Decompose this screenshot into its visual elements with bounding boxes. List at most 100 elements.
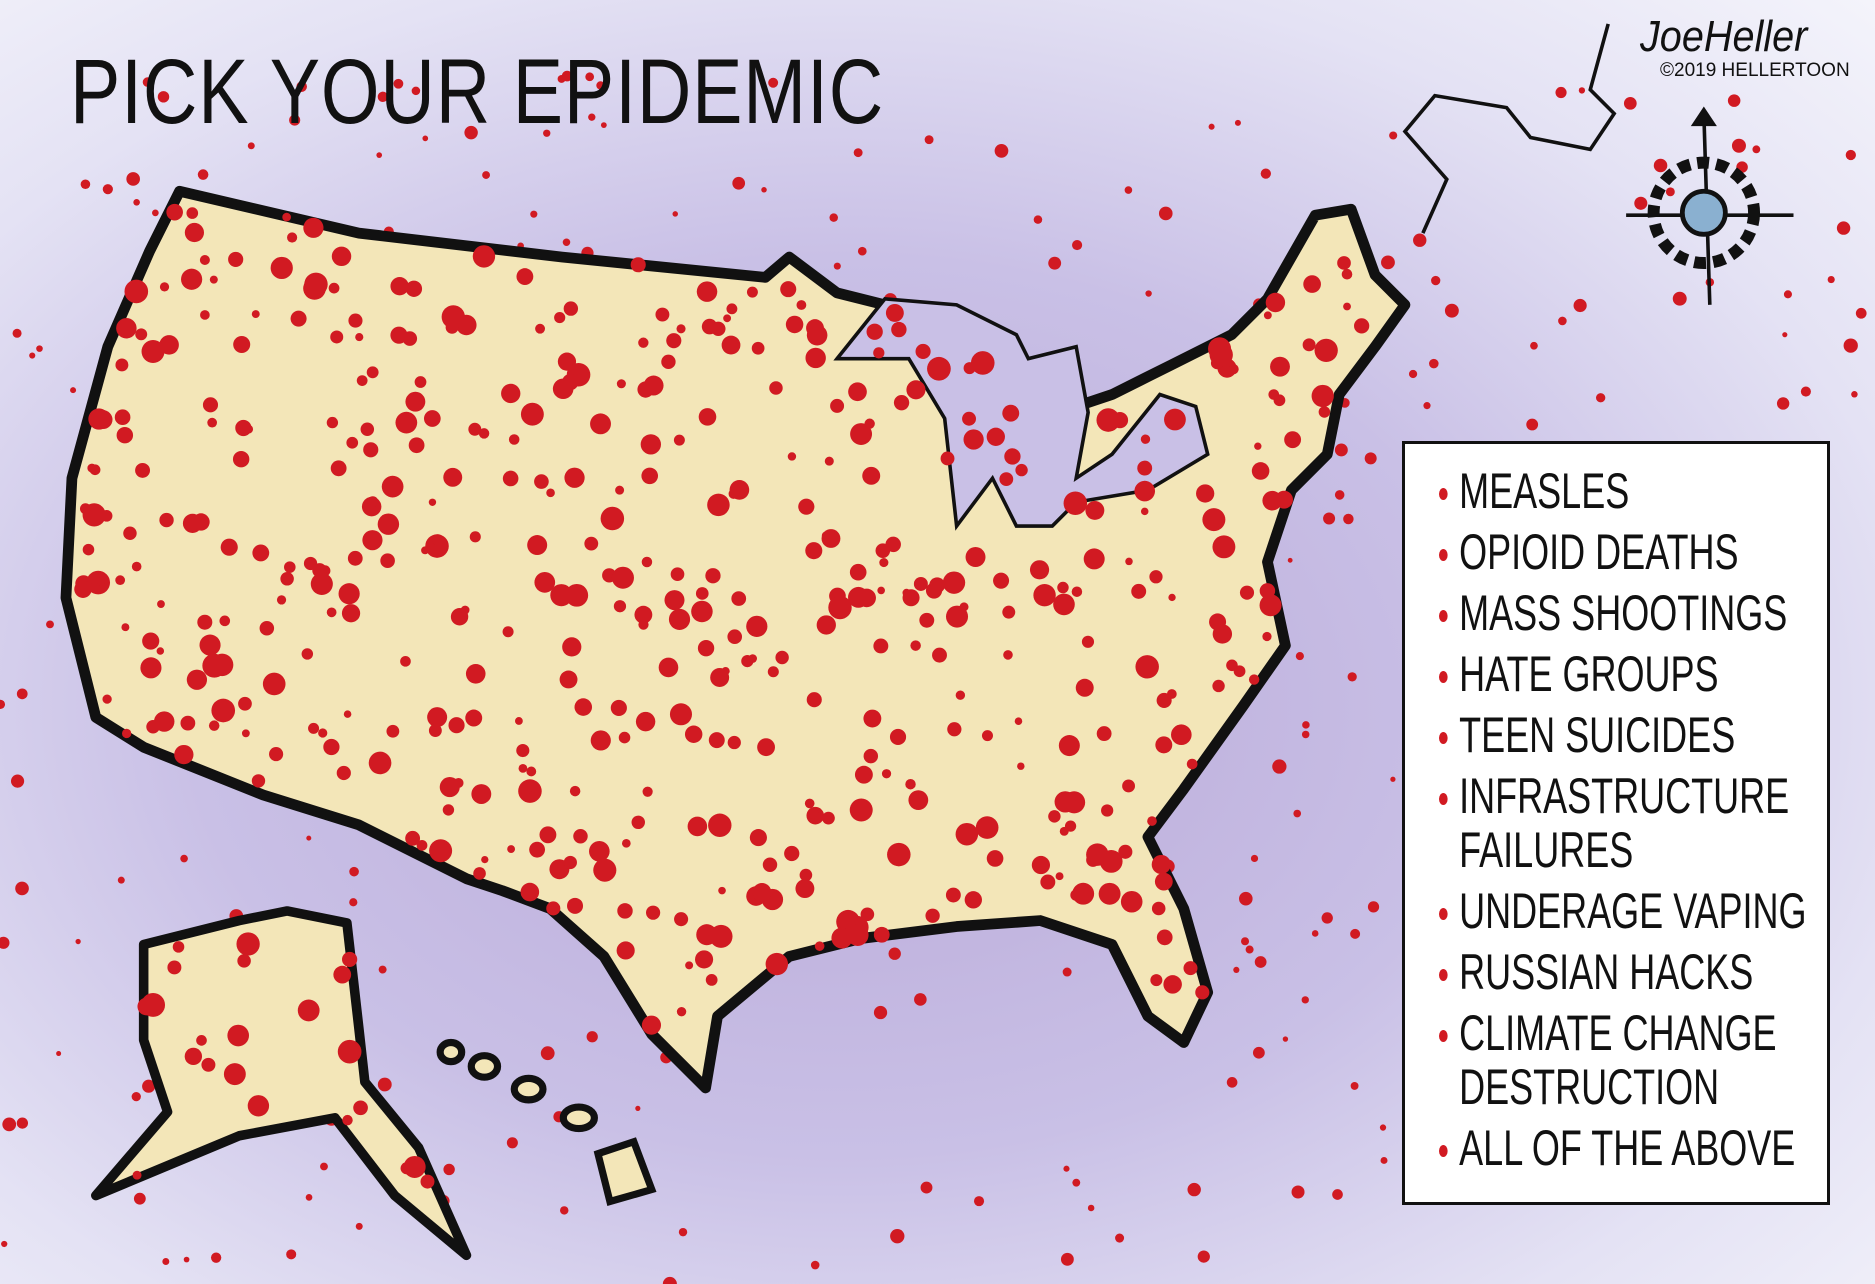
red-dot: [1731, 138, 1746, 153]
red-dot: [441, 305, 465, 329]
red-dot: [70, 387, 77, 394]
red-dot: [368, 751, 392, 775]
red-dot: [199, 254, 210, 266]
red-dot: [559, 670, 578, 689]
red-dot: [520, 402, 544, 426]
red-dot: [1004, 448, 1021, 465]
red-dot: [142, 77, 153, 87]
red-dot: [687, 816, 708, 837]
red-dot: [209, 275, 218, 284]
red-dot: [121, 623, 130, 632]
red-dot: [863, 709, 882, 728]
red-dot: [16, 1117, 29, 1129]
red-dot: [664, 590, 685, 611]
red-dot: [1212, 679, 1225, 693]
red-dot: [707, 493, 730, 517]
red-dot: [1155, 736, 1173, 754]
red-dot: [805, 542, 823, 560]
red-dot: [526, 766, 537, 777]
red-dot: [468, 422, 482, 436]
red-dot: [924, 135, 934, 145]
red-dot: [1085, 500, 1105, 520]
legend-item: MEASLES: [1439, 464, 1834, 518]
red-dot: [929, 577, 946, 594]
red-dot: [669, 703, 692, 726]
red-dot: [749, 829, 767, 847]
red-dot: [1233, 665, 1246, 678]
red-dot: [320, 1162, 328, 1171]
red-dot: [286, 1249, 297, 1260]
red-dot: [10, 774, 25, 788]
red-dot: [1350, 928, 1361, 939]
red-dot: [507, 845, 516, 853]
red-dot: [666, 333, 682, 349]
red-dot: [1149, 570, 1163, 584]
red-dot: [211, 698, 236, 723]
red-dot: [963, 429, 984, 450]
red-dot: [518, 763, 528, 773]
red-dot: [152, 209, 159, 217]
red-dot: [1233, 966, 1240, 973]
red-dot: [356, 375, 368, 386]
red-dot: [502, 470, 519, 487]
red-dot: [1318, 406, 1331, 418]
red-dot: [131, 1091, 141, 1102]
red-dot: [241, 729, 250, 738]
red-dot: [481, 855, 489, 864]
red-dot: [1241, 937, 1250, 946]
red-dot: [529, 841, 546, 858]
red-dot: [1851, 391, 1858, 398]
red-dot: [439, 777, 460, 798]
red-dot: [472, 245, 496, 268]
red-dot: [1131, 583, 1147, 599]
red-dot: [970, 351, 995, 375]
red-dot: [326, 416, 339, 429]
red-dot: [135, 462, 151, 478]
red-dot: [336, 765, 351, 781]
red-dot: [1003, 650, 1013, 660]
red-dot: [618, 731, 631, 744]
red-dot: [184, 1047, 203, 1066]
red-dot: [166, 203, 183, 221]
red-dot: [1208, 337, 1232, 361]
red-dot: [1060, 1252, 1074, 1266]
red-dot: [184, 222, 205, 243]
red-dot: [530, 210, 538, 218]
red-dot: [378, 965, 387, 974]
red-dot: [799, 868, 813, 882]
red-dot: [1029, 560, 1050, 580]
red-dot: [1048, 810, 1061, 823]
red-dot: [646, 905, 661, 920]
legend-item: MASS SHOOTINGS: [1439, 586, 1834, 640]
red-dot: [816, 615, 836, 635]
red-dot: [186, 207, 199, 219]
red-dot: [1379, 1124, 1387, 1131]
red-dot: [1098, 882, 1121, 905]
red-dot: [102, 694, 112, 704]
red-dot: [235, 422, 243, 431]
red-dot: [1015, 463, 1028, 477]
red-dot: [806, 324, 828, 346]
red-dot: [787, 452, 797, 461]
red-dot: [562, 637, 582, 657]
red-dot: [569, 785, 581, 797]
red-dot: [846, 924, 869, 946]
red-dot: [429, 839, 453, 863]
red-dot: [1096, 408, 1121, 432]
red-dot: [1776, 397, 1790, 410]
red-dot: [527, 535, 548, 556]
red-dot: [393, 78, 404, 89]
red-dot: [159, 282, 170, 292]
red-dot: [1843, 338, 1858, 353]
red-dot: [873, 1005, 888, 1020]
red-dot: [741, 655, 754, 668]
red-dot: [135, 328, 148, 341]
red-dot: [910, 640, 921, 651]
red-dot: [276, 595, 287, 605]
red-dot: [181, 268, 203, 290]
red-dot: [328, 282, 340, 294]
red-dot: [1444, 303, 1459, 318]
red-dot: [1623, 96, 1637, 110]
red-dot: [728, 488, 739, 499]
red-dot: [684, 725, 703, 743]
